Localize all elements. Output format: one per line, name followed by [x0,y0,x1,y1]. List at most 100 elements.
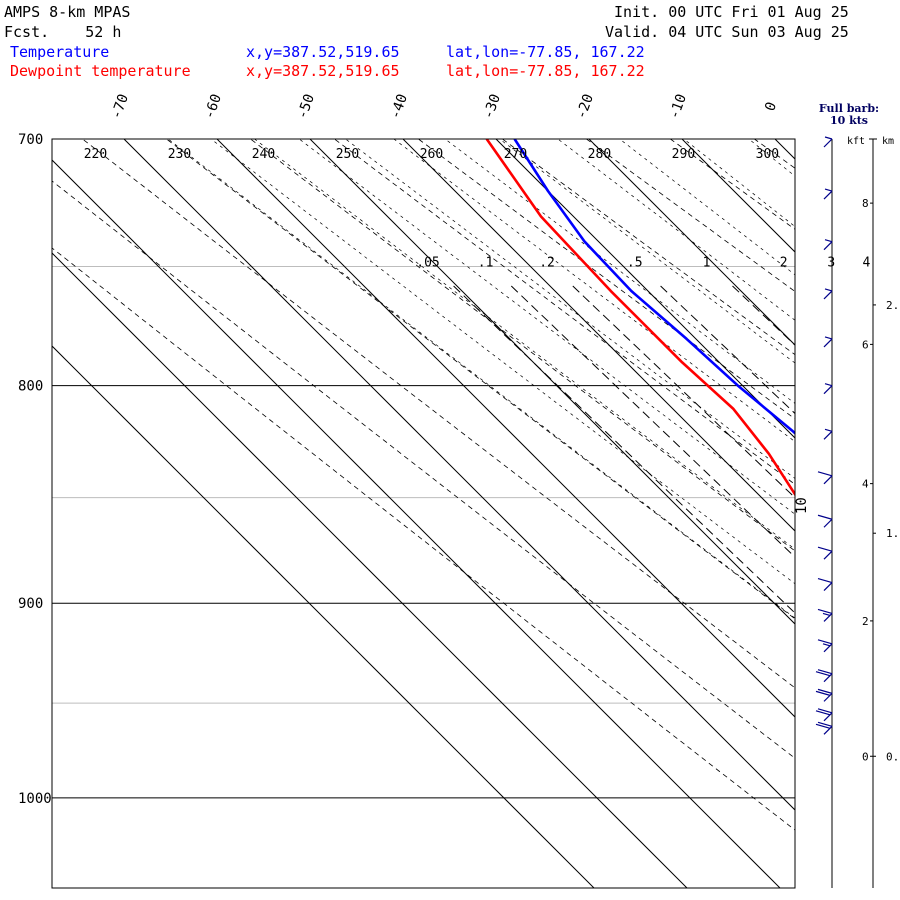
height-km-label: 2. [886,299,899,312]
isotherm-line [52,252,688,888]
theta-label: 270 [504,147,527,162]
temperature-tick-label: -60 [201,92,225,121]
dry-adiabat [885,112,900,896]
dry-adiabat [165,139,795,620]
wind-barb [815,721,833,735]
temperature-tick-label: -40 [387,92,411,121]
height-axis-kft-label: kft [847,136,865,147]
moist-adiabat [499,139,795,364]
mixing-ratio-line [858,286,900,893]
theta-label: 300 [756,147,779,162]
dry-adiabat [81,139,795,689]
line-label-right: 10 [794,497,810,514]
legend-temperature-latlon: lat,lon=-77.85, 167.22 [446,43,645,61]
isotherm-line [52,159,781,888]
mixing-ratio-line [572,285,795,499]
height-axis-km-label: km [882,136,894,147]
temperature-profile-line [513,139,795,435]
mixing-ratio-line [732,285,795,346]
isotherm-line [216,139,795,718]
mixing-ratio-line [510,285,795,558]
theta-label: 240 [252,147,275,162]
init-time: Init. 00 UTC Fri 01 Aug 25 [614,3,849,21]
dry-adiabat [801,112,900,896]
wind-barb [815,669,833,683]
wind-barb [823,136,833,148]
legend-dewpoint-xy: x,y=387.52,519.65 [246,62,400,80]
temperature-tick-label: -20 [573,92,597,121]
dry-adiabat [52,180,795,759]
pressure-tick-label: 1000 [18,791,52,807]
valid-label: Valid. [605,23,660,41]
pressure-tick-label: 700 [18,132,43,148]
mixing-ratio-label: .05 [416,256,439,271]
dry-adiabat [669,139,795,230]
isotherm-line [123,139,795,811]
wind-barb [823,428,833,440]
height-kft-label: 4 [862,478,869,491]
wind-barb [817,639,833,653]
valid-time: Valid. 04 UTC Sun 03 Aug 25 [605,23,849,41]
height-kft-label: 8 [862,197,869,210]
moist-adiabat [557,139,795,321]
mixing-ratio-line [660,285,795,415]
moist-adiabat [683,139,795,228]
temperature-tick-label: -70 [108,92,132,121]
mixing-ratio-label: 4 [863,256,871,271]
temperature-tick-label: -10 [666,92,690,121]
wind-barb [817,578,833,592]
wind-barb [823,239,833,251]
legend-dewpoint-latlon: lat,lon=-77.85, 167.22 [446,62,645,80]
theta-label: 230 [168,147,191,162]
model-title: AMPS 8-km MPAS [4,3,131,21]
legend-temperature-xy: x,y=387.52,519.65 [246,43,400,61]
theta-label: 280 [588,147,611,162]
pressure-tick-label: 800 [18,379,43,395]
dry-adiabat [501,139,795,356]
mixing-ratio-label: 2 [780,256,788,271]
dry-adiabat [52,247,795,831]
mixing-ratio-label: .1 [478,256,494,271]
wind-barb-key: Full barb: 10 kts [816,103,882,127]
wind-barb [823,288,833,300]
dry-adiabat [417,139,795,420]
moist-adiabat [619,139,795,276]
wind-barb [815,708,833,722]
wind-key-line1: Full barb: [818,102,880,115]
plot-frame [51,138,796,889]
height-kft-label: 0 [862,750,869,763]
theta-label: 260 [420,147,443,162]
theta-label: 290 [672,147,695,162]
wind-barb [817,608,833,622]
moist-adiabat [593,0,900,888]
legend-temperature-name: Temperature [10,43,110,61]
isotherm-line [588,139,795,346]
mixing-ratio-line [453,285,795,614]
wind-barb [817,514,833,528]
height-kft-label: 2 [862,615,869,628]
isotherm-line [309,139,795,625]
isotherm-line [402,139,795,532]
wind-barb [817,471,833,485]
moist-adiabat [444,139,795,404]
temperature-tick-label: -50 [294,92,318,121]
init-label: Init. [614,3,660,21]
mixing-ratio-label: .5 [627,256,643,271]
mixing-ratio-label: 1 [703,256,711,271]
fcst-label: Fcst. [4,23,50,41]
mixing-ratio-line [893,286,900,893]
legend-dewpoint-name: Dewpoint temperature [10,62,191,80]
height-kft-label: 6 [862,338,869,351]
init-value: 00 UTC Fri 01 Aug 25 [668,3,849,21]
height-km-label: 0. [886,750,899,763]
dewpoint-profile-line [485,139,795,497]
moist-adiabat [457,0,900,888]
mixing-ratio-label: .2 [539,256,555,271]
isotherm-line [681,139,795,253]
temperature-tick-label: -30 [480,92,504,121]
theta-label: 220 [84,147,107,162]
